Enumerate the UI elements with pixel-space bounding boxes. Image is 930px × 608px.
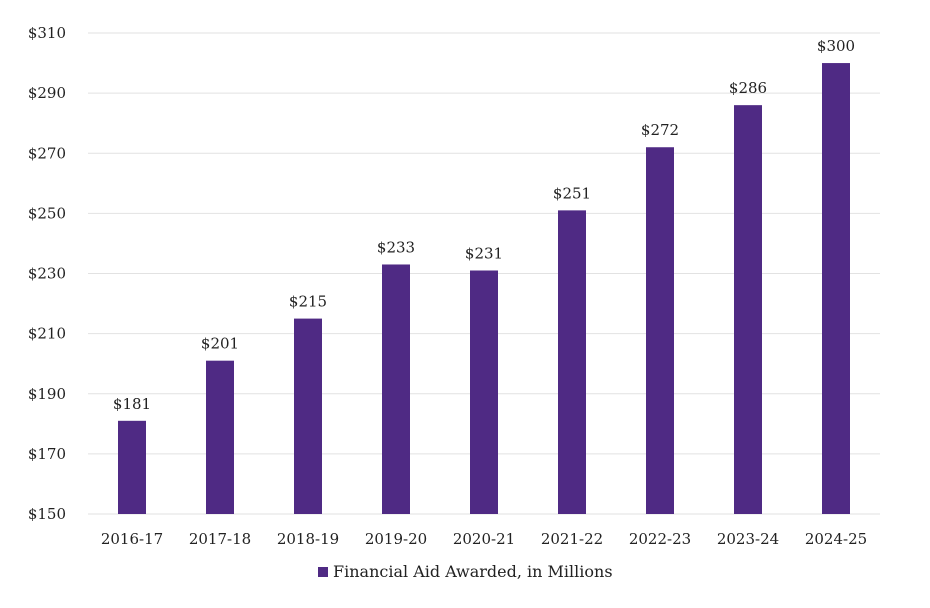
bar — [294, 318, 322, 514]
data-label: $300 — [817, 37, 855, 55]
y-tick-label: $190 — [28, 385, 66, 403]
data-labels: $181 $201 $215 $233 $231 $251 $272 $286 $300 — [113, 37, 855, 413]
y-tick-label: $230 — [28, 265, 66, 283]
bar — [382, 264, 410, 514]
y-tick-label: $210 — [28, 325, 66, 343]
data-label: $272 — [641, 121, 679, 139]
x-tick-label: 2017-18 — [189, 530, 251, 548]
bar — [558, 210, 586, 514]
legend: Financial Aid Awarded, in Millions — [318, 562, 613, 581]
x-tick-label: 2023-24 — [717, 530, 779, 548]
bar — [118, 420, 146, 514]
legend-label: Financial Aid Awarded, in Millions — [333, 562, 613, 581]
y-tick-label: $310 — [28, 24, 66, 42]
bar — [734, 105, 762, 515]
bar — [822, 63, 850, 514]
x-tick-label: 2016-17 — [101, 530, 163, 548]
x-axis: 2016-17 2017-18 2018-19 2019-20 2020-21 2021-… — [101, 530, 867, 548]
bar — [646, 147, 674, 515]
bars — [118, 63, 850, 515]
y-tick-label: $170 — [28, 445, 66, 463]
y-tick-label: $250 — [28, 204, 66, 222]
y-tick-label: $290 — [28, 84, 66, 102]
data-label: $231 — [465, 244, 503, 262]
bar — [470, 270, 498, 514]
data-label: $181 — [113, 395, 151, 413]
data-label: $215 — [289, 293, 327, 311]
x-tick-label: 2022-23 — [629, 530, 691, 548]
legend-swatch — [318, 567, 328, 577]
bar — [206, 360, 234, 514]
data-label: $201 — [201, 335, 239, 353]
data-label: $233 — [377, 238, 415, 256]
x-tick-label: 2019-20 — [365, 530, 427, 548]
x-tick-label: 2024-25 — [805, 530, 867, 548]
y-tick-label: $270 — [28, 144, 66, 162]
x-tick-label: 2018-19 — [277, 530, 339, 548]
y-tick-label: $150 — [28, 505, 66, 523]
x-tick-label: 2020-21 — [453, 530, 515, 548]
data-label: $251 — [553, 184, 591, 202]
x-tick-label: 2021-22 — [541, 530, 603, 548]
y-axis: $150 $170 $190 $210 $230 $250 $270 $290 $310 — [28, 24, 66, 523]
data-label: $286 — [729, 79, 767, 97]
